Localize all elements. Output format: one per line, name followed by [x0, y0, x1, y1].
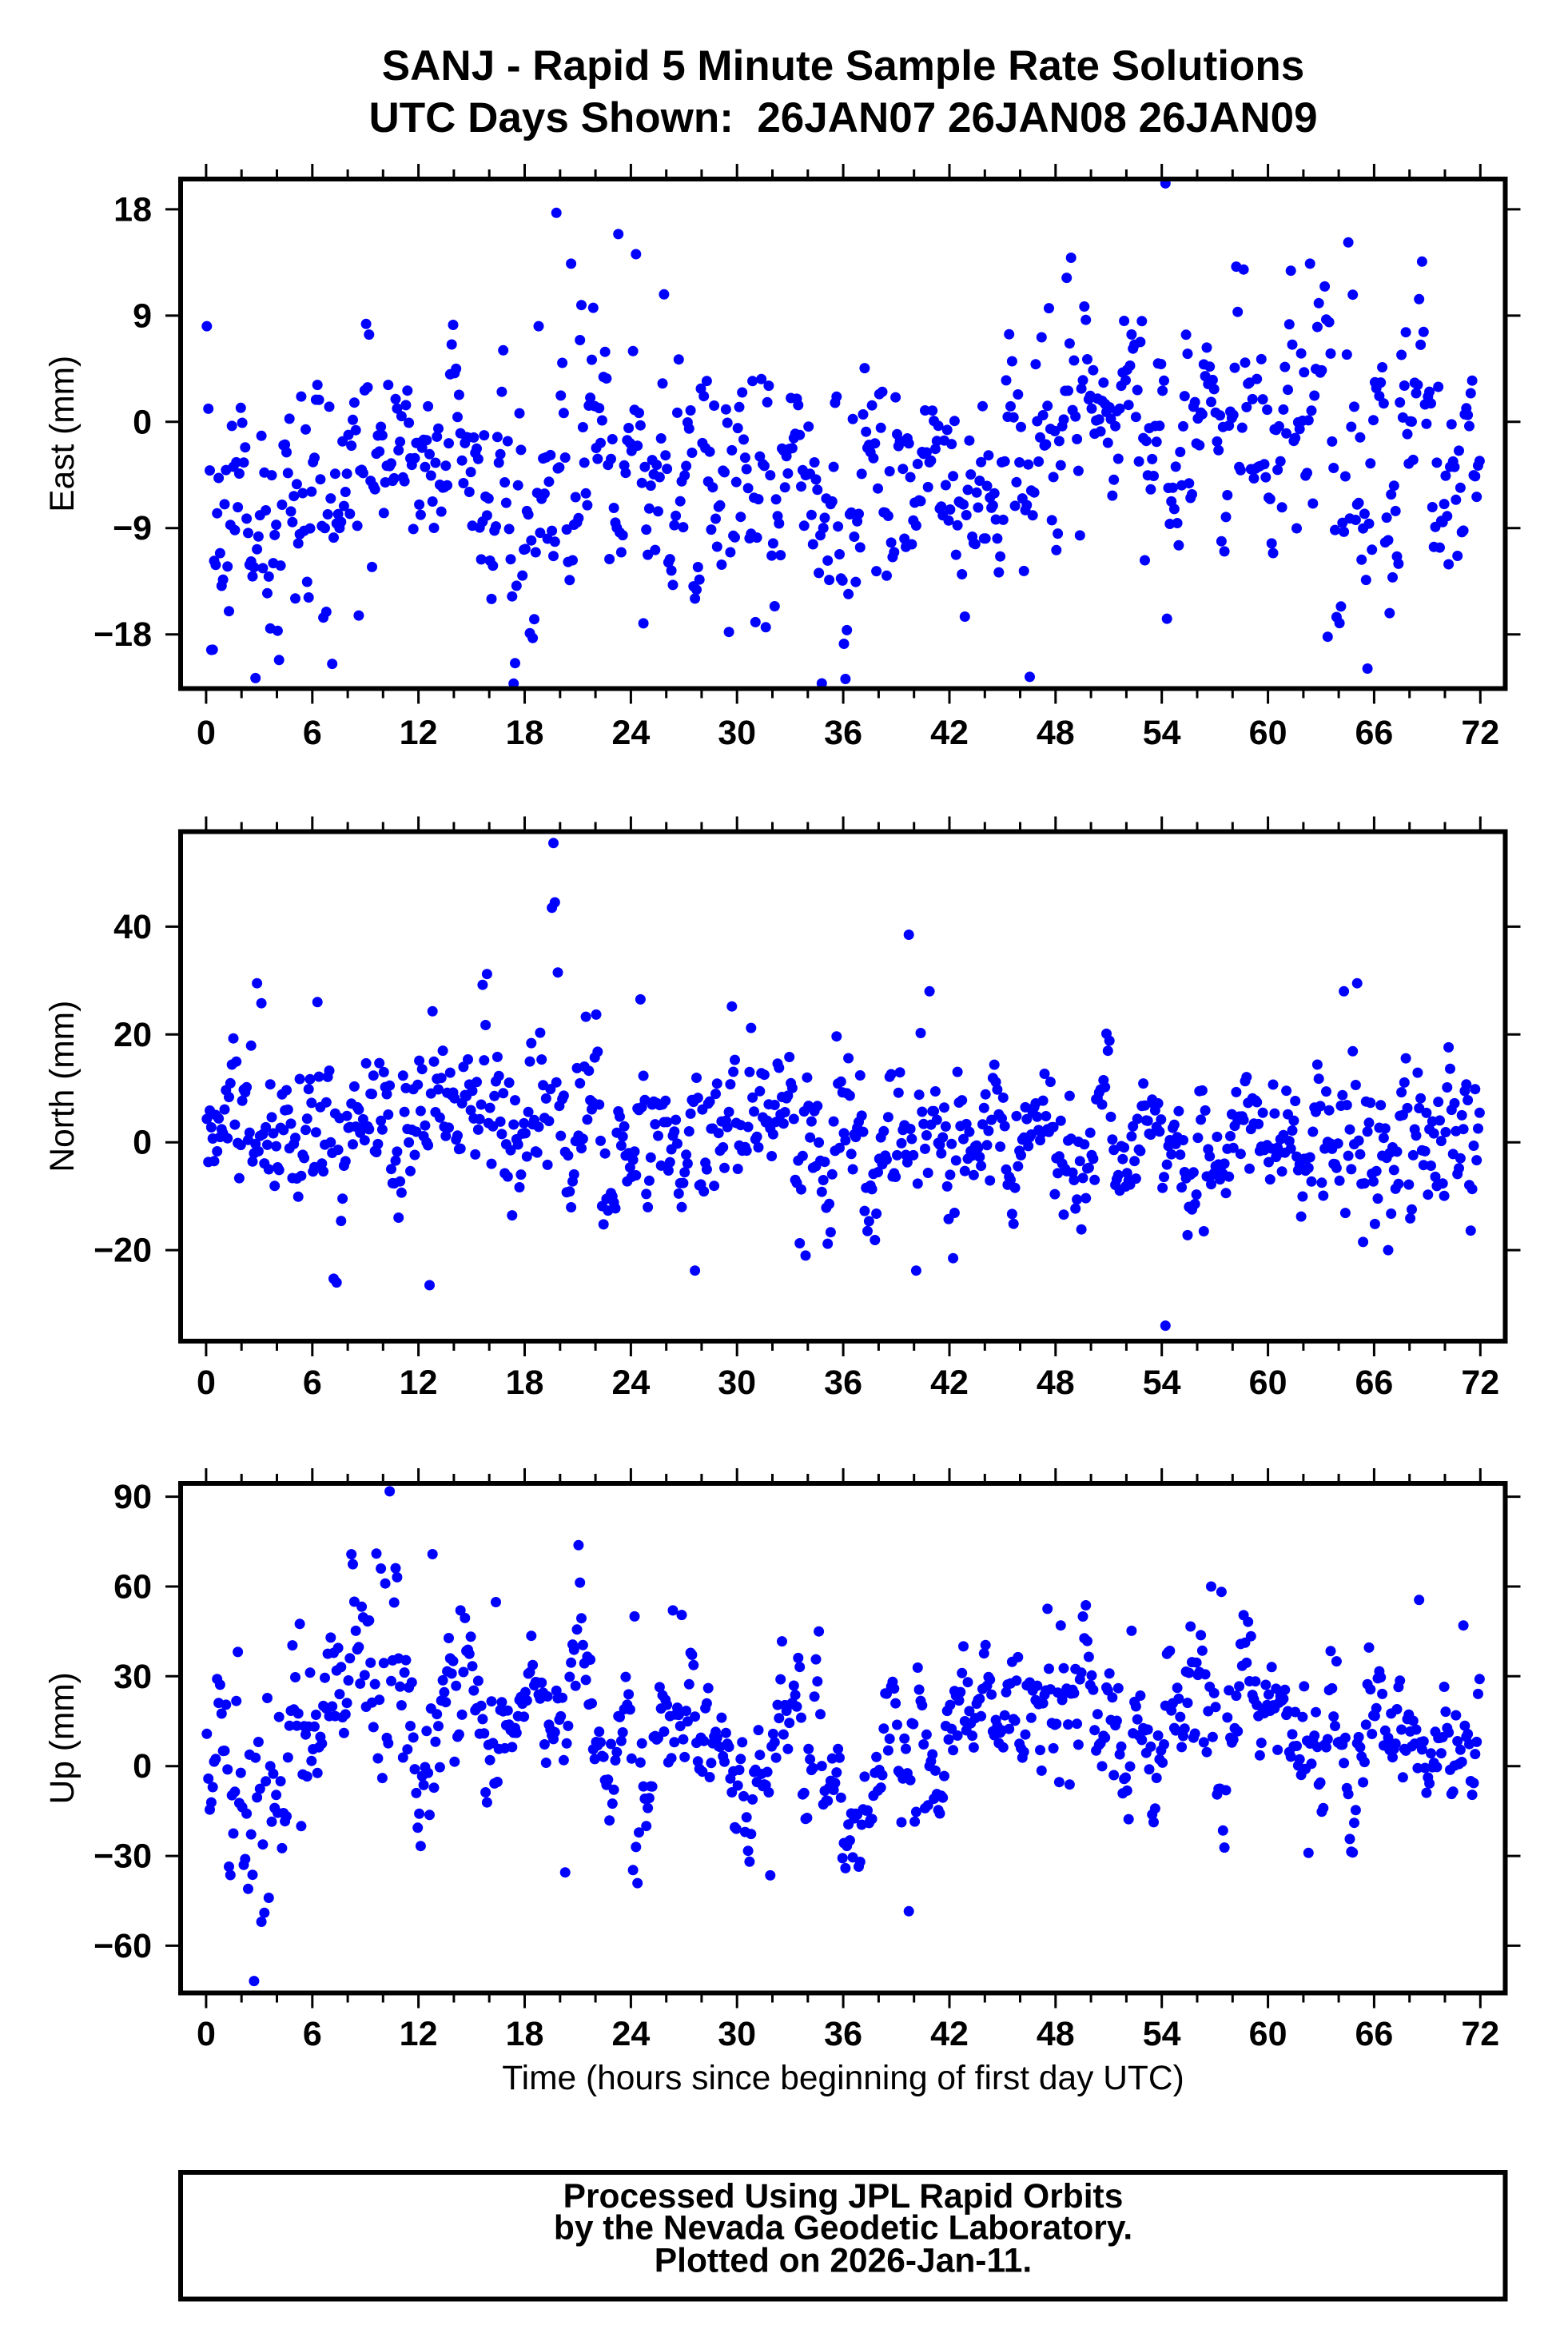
svg-text:60: 60: [1249, 2015, 1287, 2053]
svg-text:0: 0: [133, 1124, 152, 1162]
svg-text:72: 72: [1461, 1364, 1499, 1402]
svg-text:20: 20: [113, 1016, 152, 1054]
svg-text:90: 90: [113, 1478, 152, 1516]
svg-text:30: 30: [718, 714, 756, 752]
svg-text:36: 36: [824, 2015, 862, 2053]
svg-text:18: 18: [506, 2015, 544, 2053]
svg-text:30: 30: [718, 2015, 756, 2053]
svg-text:12: 12: [400, 2015, 438, 2053]
svg-text:−9: −9: [113, 509, 152, 547]
svg-text:12: 12: [400, 714, 438, 752]
svg-text:30: 30: [718, 1364, 756, 1402]
svg-text:by the Nevada Geodetic Laborat: by the Nevada Geodetic Laboratory.: [554, 2210, 1132, 2247]
svg-text:Up (mm): Up (mm): [44, 1672, 82, 1804]
svg-text:24: 24: [611, 1364, 650, 1402]
svg-text:UTC Days Shown: 26JAN07 26JAN: UTC Days Shown: 26JAN07 26JAN08 26JAN09: [368, 94, 1317, 141]
svg-text:42: 42: [930, 2015, 969, 2053]
svg-text:48: 48: [1037, 714, 1075, 752]
svg-text:6: 6: [303, 1364, 322, 1402]
svg-text:−18: −18: [94, 615, 152, 654]
svg-text:0: 0: [133, 403, 152, 441]
svg-text:72: 72: [1461, 2015, 1499, 2053]
svg-text:36: 36: [824, 1364, 862, 1402]
svg-text:66: 66: [1355, 2015, 1393, 2053]
svg-text:0: 0: [197, 2015, 216, 2053]
svg-text:−20: −20: [94, 1232, 152, 1270]
svg-text:Plotted on 2026-Jan-11.: Plotted on 2026-Jan-11.: [655, 2243, 1032, 2280]
svg-text:−30: −30: [94, 1837, 152, 1876]
svg-text:9: 9: [133, 297, 152, 335]
svg-text:−60: −60: [94, 1927, 152, 1965]
svg-text:42: 42: [930, 1364, 969, 1402]
svg-text:24: 24: [611, 2015, 650, 2053]
svg-text:0: 0: [133, 1747, 152, 1786]
svg-text:0: 0: [197, 1364, 216, 1402]
svg-text:60: 60: [1249, 714, 1287, 752]
svg-text:18: 18: [113, 190, 152, 229]
svg-text:54: 54: [1143, 714, 1181, 752]
svg-text:48: 48: [1037, 1364, 1075, 1402]
svg-text:72: 72: [1461, 714, 1499, 752]
svg-text:6: 6: [303, 714, 322, 752]
svg-text:60: 60: [1249, 1364, 1287, 1402]
svg-text:18: 18: [506, 1364, 544, 1402]
svg-text:0: 0: [197, 714, 216, 752]
svg-text:40: 40: [113, 908, 152, 946]
svg-text:Processed Using JPL Rapid Orbi: Processed Using JPL Rapid Orbits: [563, 2178, 1124, 2216]
svg-text:54: 54: [1143, 2015, 1181, 2053]
svg-text:48: 48: [1037, 2015, 1075, 2053]
svg-text:54: 54: [1143, 1364, 1181, 1402]
svg-text:SANJ - Rapid 5 Minute Sample R: SANJ - Rapid 5 Minute Sample Rate Soluti…: [382, 42, 1304, 90]
svg-text:18: 18: [506, 714, 544, 752]
svg-text:12: 12: [400, 1364, 438, 1402]
svg-text:36: 36: [824, 714, 862, 752]
svg-text:66: 66: [1355, 1364, 1393, 1402]
svg-text:42: 42: [930, 714, 969, 752]
svg-text:60: 60: [113, 1568, 152, 1606]
svg-text:30: 30: [113, 1658, 152, 1696]
svg-text:66: 66: [1355, 714, 1393, 752]
svg-text:24: 24: [611, 714, 650, 752]
svg-text:6: 6: [303, 2015, 322, 2053]
svg-text:East (mm): East (mm): [44, 356, 82, 512]
svg-text:Time (hours since beginning of: Time (hours since beginning of first day…: [502, 2060, 1184, 2097]
svg-text:North (mm): North (mm): [44, 1001, 82, 1173]
